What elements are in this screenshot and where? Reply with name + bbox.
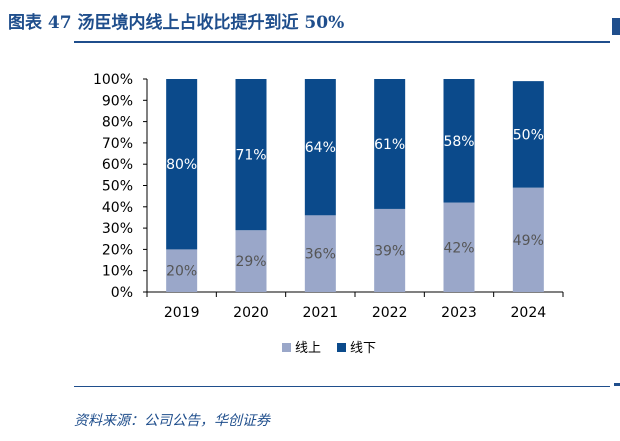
y-tick-label: 50% (102, 179, 133, 195)
data-label: 71% (235, 148, 266, 164)
data-label: 61% (374, 137, 405, 153)
data-label: 29% (235, 254, 266, 270)
edge-mark (612, 18, 620, 35)
x-tick-label: 2020 (233, 305, 269, 321)
figure-title: 图表 47 汤臣境内线上占收比提升到近 50% (8, 13, 345, 33)
y-tick-label: 10% (102, 264, 133, 280)
data-label: 64% (305, 140, 336, 156)
bar-offline (443, 79, 475, 203)
title-rule (74, 41, 610, 43)
bar-offline (512, 81, 544, 188)
data-label: 20% (166, 264, 197, 280)
y-tick-label: 80% (102, 115, 133, 131)
y-tick-label: 30% (102, 221, 133, 237)
source-note: 资料来源：公司公告，华创证券 (74, 413, 270, 429)
data-label: 39% (374, 243, 405, 259)
bar-online (374, 208, 406, 292)
stacked-bar-chart: 0% 10% 20% 30% 40% 50% 60% 70% 80% 90% 100% 20% 80% 2… (93, 72, 564, 356)
bar-online (235, 230, 267, 292)
bar-offline (235, 79, 267, 231)
y-tick-label: 0% (111, 285, 133, 301)
x-tick-label: 2021 (303, 305, 339, 321)
x-tick-label: 2019 (164, 305, 200, 321)
y-tick-label: 60% (102, 157, 133, 173)
data-label: 80% (166, 157, 197, 173)
y-tick-label: 100% (93, 72, 133, 88)
bar-offline (166, 79, 198, 250)
bottom-edge-mark (614, 383, 620, 386)
data-label: 36% (305, 247, 336, 263)
bar-offline (304, 79, 336, 216)
legend-swatch-offline (337, 343, 346, 352)
data-label: 42% (443, 240, 474, 256)
bar-online (304, 215, 336, 292)
data-label: 49% (513, 233, 544, 249)
legend-swatch-online (282, 343, 291, 352)
data-label: 58% (443, 134, 474, 150)
y-tick-label: 40% (102, 200, 133, 216)
legend-label: 线上 (295, 341, 321, 356)
data-label: 50% (513, 127, 544, 143)
y-tick-label: 20% (102, 242, 133, 258)
x-tick-label: 2023 (441, 305, 477, 321)
bar-offline (374, 79, 406, 209)
x-tick-label: 2024 (511, 305, 547, 321)
x-tick-label: 2022 (372, 305, 408, 321)
bar-online (166, 249, 198, 292)
y-tick-label: 90% (102, 93, 133, 109)
legend-label: 线下 (350, 341, 376, 356)
bottom-rule (74, 386, 610, 387)
y-tick-label: 70% (102, 136, 133, 152)
bar-online (512, 187, 544, 292)
bar-online (443, 202, 475, 292)
